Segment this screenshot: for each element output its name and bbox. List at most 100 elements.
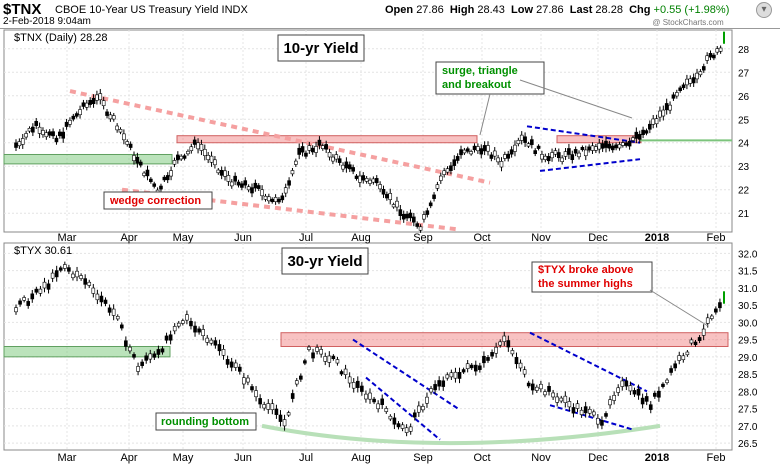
candle-body xyxy=(24,133,28,138)
month-label: May xyxy=(173,232,194,244)
candle-body xyxy=(628,385,633,392)
candle-body xyxy=(388,193,393,201)
candle-body xyxy=(181,320,185,324)
candle-body xyxy=(282,419,287,427)
candle-body xyxy=(213,159,217,166)
candle-body xyxy=(185,314,189,321)
candle-body xyxy=(540,154,544,160)
candle-body xyxy=(459,149,463,156)
month-label: Nov xyxy=(531,452,551,464)
candle-body xyxy=(64,121,69,127)
candle-body xyxy=(401,213,406,220)
month-label: Jun xyxy=(234,452,252,464)
y-tick-label: 26.5 xyxy=(738,439,758,450)
candle-body xyxy=(341,164,345,170)
month-label: Dec xyxy=(588,452,608,464)
candle-body xyxy=(412,216,416,223)
month-label: Jun xyxy=(234,232,252,244)
candle-body xyxy=(701,66,706,71)
candle-body xyxy=(608,399,612,406)
candle-body xyxy=(358,175,362,183)
candle-body xyxy=(395,200,399,208)
candle-body xyxy=(351,167,355,172)
candle-body xyxy=(384,408,389,412)
candle-body xyxy=(140,361,144,366)
candle-body xyxy=(160,348,165,353)
candle-body xyxy=(87,281,92,286)
month-label: Jul xyxy=(299,452,313,464)
candle-body xyxy=(246,186,251,191)
candle-body xyxy=(591,411,596,416)
exchange-text: INDX xyxy=(221,4,248,16)
candle-body xyxy=(408,426,413,432)
gear-icon[interactable]: ▾ xyxy=(756,2,772,18)
y-tick-label: 31.5 xyxy=(738,267,758,278)
candle-body xyxy=(263,195,268,200)
candle-body xyxy=(317,139,322,146)
candle-body xyxy=(111,115,116,120)
candle-body xyxy=(256,185,261,189)
candle-body xyxy=(299,375,303,380)
candle-body xyxy=(455,156,460,161)
candle-body xyxy=(398,209,403,217)
triangle-upper-line xyxy=(526,125,641,144)
candle-body xyxy=(429,388,433,393)
candle-body xyxy=(590,145,595,151)
open-label: Open xyxy=(385,4,414,16)
candle-body xyxy=(533,150,538,154)
candle-body xyxy=(368,392,372,400)
candle-body xyxy=(347,164,352,170)
candle-body xyxy=(432,194,436,199)
candle-body xyxy=(260,189,264,197)
candle-body xyxy=(144,355,149,361)
candle-body xyxy=(412,412,417,418)
candle-body xyxy=(616,387,621,393)
candle-body xyxy=(597,143,602,150)
candle-body xyxy=(233,362,238,368)
candle-body xyxy=(469,364,474,369)
y-tick-label: 29.0 xyxy=(738,353,758,364)
candle-body xyxy=(169,170,173,177)
candle-body xyxy=(364,178,369,182)
last-value: 28.28 xyxy=(595,4,623,16)
candle-body xyxy=(221,349,226,356)
month-label: Feb xyxy=(707,232,726,244)
candle-body xyxy=(580,146,585,151)
candle-body xyxy=(535,386,539,391)
candle-body xyxy=(236,181,241,186)
candle-body xyxy=(334,154,339,160)
candle-body xyxy=(718,302,722,309)
candle-body xyxy=(637,134,642,140)
candle-body xyxy=(551,392,555,398)
y-tick-label: 22 xyxy=(738,186,750,197)
candle-body xyxy=(85,102,89,108)
candle-body xyxy=(303,360,307,364)
candle-body xyxy=(526,382,531,387)
candle-body xyxy=(665,379,669,383)
candle-body xyxy=(604,413,608,417)
candle-body xyxy=(510,350,515,355)
candle-body xyxy=(428,202,433,207)
y-tick-label: 23 xyxy=(738,162,750,173)
candle-body xyxy=(27,128,32,132)
candle-body xyxy=(658,110,662,118)
candle-body xyxy=(226,175,231,182)
candle-body xyxy=(44,132,49,138)
candle-body xyxy=(91,98,96,105)
candle-body xyxy=(310,147,315,153)
triangle-lower-line xyxy=(539,158,641,172)
panel-title: 30-yr Yield xyxy=(287,253,362,270)
candle-body xyxy=(242,377,246,385)
candle-body xyxy=(199,144,204,151)
candle-body xyxy=(421,406,425,411)
candle-body xyxy=(172,160,177,165)
candle-body xyxy=(213,340,218,346)
candle-body xyxy=(479,148,484,155)
channel1-upper-line xyxy=(352,338,459,410)
candle-body xyxy=(546,156,551,162)
candle-body xyxy=(388,415,393,420)
candle-body xyxy=(67,267,71,272)
chg-value: +0.55 (+1.98%) xyxy=(653,4,730,16)
candle-body xyxy=(374,178,379,184)
candle-body xyxy=(617,144,622,149)
